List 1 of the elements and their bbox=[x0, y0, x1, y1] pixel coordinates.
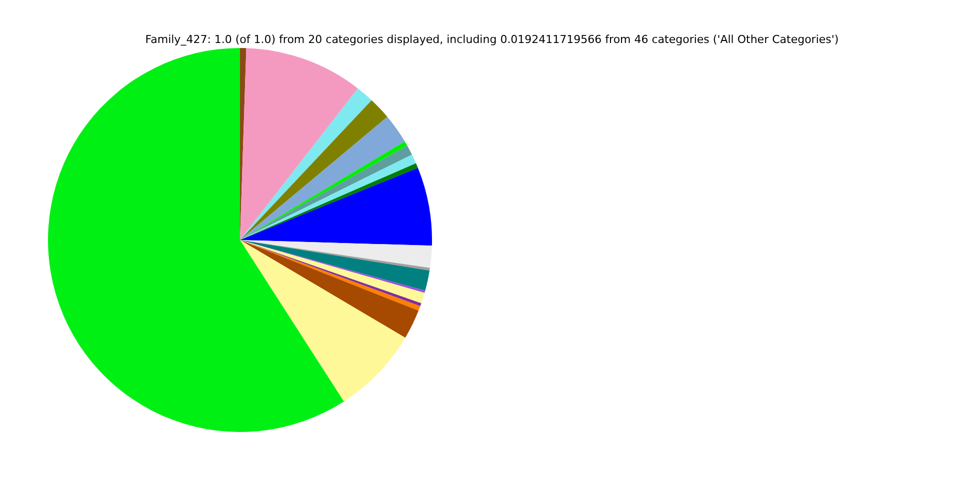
text: Family_427: 1.0 (of 1.0) from 20 categories displayed, including 0.0192411719566 from 46 categories ('All Other Categories') bbox=[145, 32, 839, 46]
